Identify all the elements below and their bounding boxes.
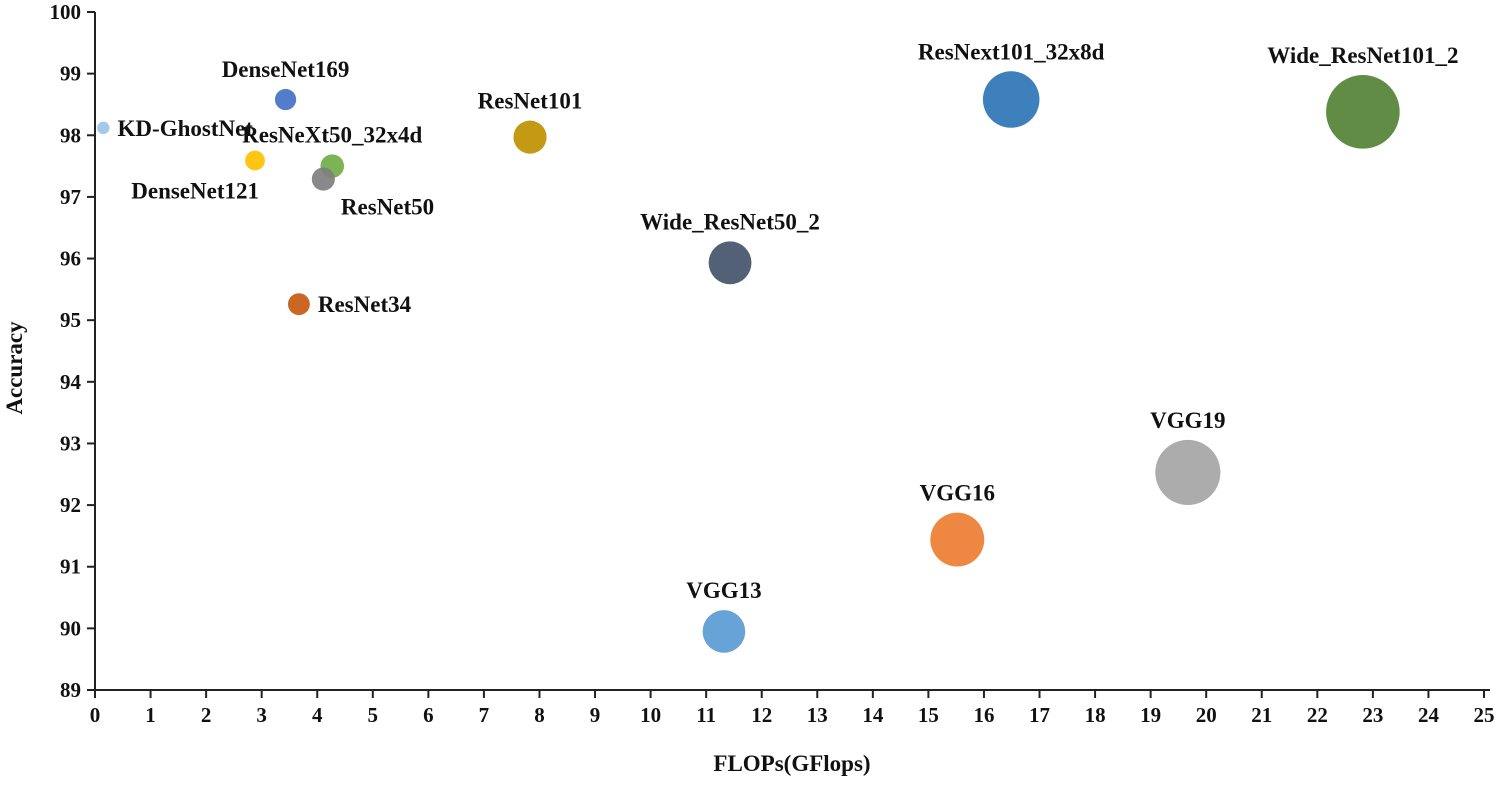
label-vgg13: VGG13	[686, 578, 761, 603]
bubble-vgg19	[1155, 439, 1221, 505]
y-tick-label: 100	[50, 0, 82, 24]
x-tick-label: 17	[1029, 703, 1050, 727]
label-vgg16: VGG16	[920, 481, 995, 506]
label-resnet101: ResNet101	[478, 89, 583, 114]
x-tick-label: 24	[1418, 703, 1440, 727]
bubble-wide-resnet101-2	[1326, 75, 1400, 149]
label-wide-resnet101-2: Wide_ResNet101_2	[1267, 43, 1458, 68]
label-resnet34: ResNet34	[318, 292, 412, 317]
x-tick-label: 12	[751, 703, 772, 727]
bubble-resnext101-32x8d	[982, 71, 1040, 128]
bubble-densenet121	[245, 150, 265, 171]
bubble-resnet34	[287, 293, 310, 316]
x-axis-title: FLOPs(GFlops)	[713, 751, 870, 776]
bubble-vgg13	[702, 610, 746, 653]
x-tick-label: 21	[1251, 703, 1272, 727]
y-tick-label: 98	[60, 123, 81, 147]
label-resnext50-32x4d: ResNeXt50_32x4d	[242, 122, 422, 147]
bubbles	[97, 71, 1400, 653]
x-tick-label: 4	[312, 703, 323, 727]
y-tick-label: 91	[60, 555, 81, 579]
label-wide-resnet50-2: Wide_ResNet50_2	[640, 209, 820, 234]
x-tick-label: 18	[1085, 703, 1106, 727]
y-tick-label: 93	[60, 431, 81, 455]
x-tick-label: 22	[1307, 703, 1328, 727]
point-labels: KD-GhostNet DenseNet169 DenseNet121 ResNeXt…	[118, 39, 1459, 603]
x-tick-label: 19	[1140, 703, 1161, 727]
label-kd-ghostnet: KD-GhostNet	[118, 116, 254, 141]
x-tick-label: 8	[534, 703, 545, 727]
x-tick-label: 10	[640, 703, 661, 727]
bubble-densenet169	[274, 88, 297, 111]
x-tick-label: 11	[696, 703, 716, 727]
label-resnet50: ResNet50	[341, 195, 434, 220]
axes	[94, 12, 1490, 691]
y-axis-title: Accuracy	[2, 321, 27, 415]
x-tick-label: 3	[256, 703, 267, 727]
x-tick-label: 7	[479, 703, 490, 727]
x-tick-label: 25	[1474, 703, 1495, 727]
label-densenet169: DenseNet169	[222, 57, 350, 82]
x-tick-label: 14	[862, 703, 884, 727]
x-tick-label: 2	[201, 703, 212, 727]
bubble-wide-resnet50-2	[708, 241, 752, 285]
y-ticks: 89 90 91 92 93 94 95 96 97 98 99 100	[50, 0, 95, 702]
y-tick-label: 97	[60, 185, 81, 209]
x-tick-label: 0	[90, 703, 101, 727]
y-tick-label: 89	[60, 678, 81, 702]
x-ticks: 0 1 2 3 4 5 6 7 8 9 10 11 12 13 14 15 16 17 18 19 20 21 22 23 24…	[90, 690, 1495, 727]
x-tick-label: 5	[368, 703, 379, 727]
bubble-resnet50	[311, 167, 335, 191]
x-tick-label: 13	[807, 703, 828, 727]
x-tick-label: 23	[1362, 703, 1383, 727]
y-tick-label: 94	[60, 370, 82, 394]
x-tick-label: 20	[1196, 703, 1217, 727]
bubble-kd-ghostnet	[97, 121, 110, 135]
label-densenet121: DenseNet121	[131, 178, 259, 203]
label-vgg19: VGG19	[1150, 408, 1225, 433]
bubble-vgg16	[930, 512, 985, 567]
y-tick-label: 95	[60, 308, 81, 332]
y-tick-label: 99	[60, 62, 81, 86]
x-tick-label: 9	[590, 703, 601, 727]
x-tick-label: 6	[423, 703, 434, 727]
y-tick-label: 96	[60, 247, 81, 271]
x-tick-label: 16	[973, 703, 994, 727]
y-tick-label: 90	[60, 616, 81, 640]
label-resnext101-32x8d: ResNext101_32x8d	[918, 39, 1105, 64]
bubble-resnet101	[513, 120, 547, 154]
x-tick-label: 1	[145, 703, 156, 727]
y-tick-label: 92	[60, 493, 81, 517]
x-tick-label: 15	[918, 703, 939, 727]
